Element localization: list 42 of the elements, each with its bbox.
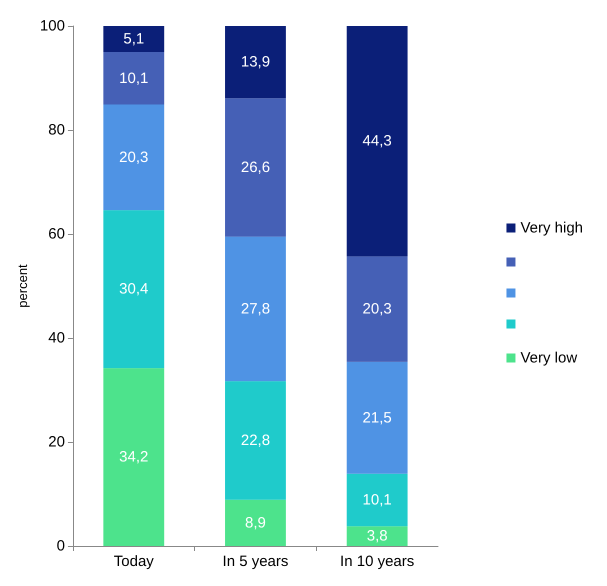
data-label: 22,8 bbox=[240, 432, 270, 449]
bar bbox=[103, 52, 164, 105]
data-label: 10,1 bbox=[362, 491, 392, 508]
bar bbox=[103, 368, 164, 546]
bar bbox=[103, 210, 164, 368]
data-label: 27,8 bbox=[240, 300, 270, 318]
data-label: 13,9 bbox=[240, 54, 270, 71]
data-label: 5,1 bbox=[123, 30, 144, 48]
bar bbox=[346, 526, 408, 546]
bar bbox=[103, 104, 164, 210]
data-label: 21,5 bbox=[362, 409, 392, 426]
data-label: 10,1 bbox=[119, 70, 148, 87]
y-tick-label: 80 bbox=[48, 122, 65, 138]
data-label: 26,6 bbox=[240, 158, 270, 176]
data-label: 20,3 bbox=[362, 300, 392, 318]
data-label: 3,8 bbox=[366, 528, 388, 545]
legend-label: Very high bbox=[520, 220, 584, 236]
data-label: 34,2 bbox=[119, 448, 148, 466]
y-axis-title: percent bbox=[15, 264, 30, 308]
bar bbox=[225, 236, 286, 382]
x-tick-label: In 10 years bbox=[340, 553, 414, 570]
x-tick-label: In 5 years bbox=[222, 553, 288, 570]
y-tick-label: 20 bbox=[48, 434, 65, 450]
legend-label: Very low bbox=[520, 350, 578, 366]
data-label: 8,9 bbox=[245, 514, 266, 532]
y-tick-label: 0 bbox=[56, 538, 65, 554]
bar bbox=[225, 26, 286, 98]
bar bbox=[103, 26, 164, 52]
bar bbox=[346, 256, 408, 362]
y-tick-label: 60 bbox=[48, 226, 65, 242]
bar bbox=[225, 381, 286, 500]
data-label: 30,4 bbox=[119, 280, 148, 298]
bar bbox=[346, 362, 408, 474]
bar bbox=[346, 26, 408, 256]
bar bbox=[346, 474, 408, 526]
data-label: 20,3 bbox=[119, 148, 148, 166]
data-label: 44,3 bbox=[362, 132, 392, 150]
bar bbox=[225, 500, 286, 546]
bar bbox=[225, 98, 286, 237]
x-tick-label: Today bbox=[114, 553, 154, 570]
y-tick-label: 40 bbox=[48, 330, 65, 346]
y-tick-label: 100 bbox=[40, 18, 65, 34]
